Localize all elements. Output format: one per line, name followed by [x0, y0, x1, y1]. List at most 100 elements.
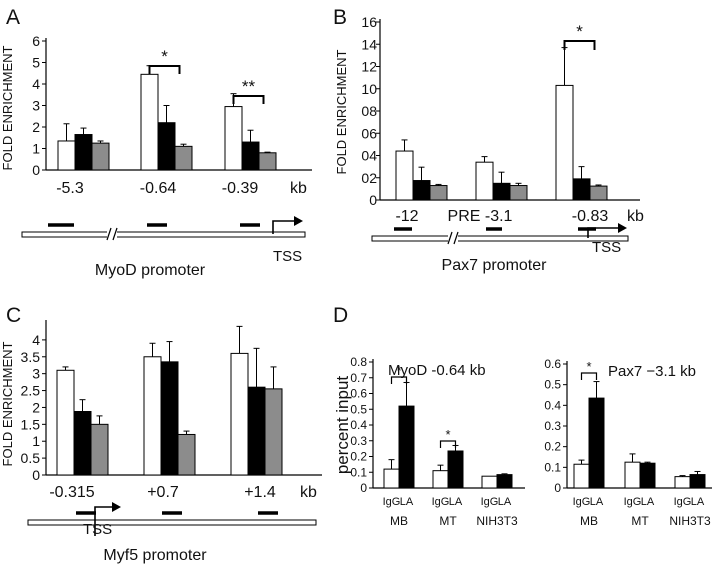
bar-b-grey-1	[509, 185, 528, 201]
y-tick-label-d1: 0.3	[350, 434, 367, 448]
y-tick-label-a: 3	[32, 98, 40, 114]
category-label-d2: MB	[580, 514, 598, 528]
category-label-d1: MB	[390, 514, 408, 528]
bar-d1-IgG-2	[481, 475, 498, 489]
y-tick-label-d2: 0.5	[544, 378, 561, 392]
y-tick-label-b: 06	[361, 125, 377, 141]
break-mark-b	[453, 231, 459, 245]
bar-c-white-0	[56, 369, 75, 476]
y-tick-label-b: 04	[361, 148, 377, 164]
y-tick-label-d2: 0.3	[544, 419, 561, 433]
bar-b-white-1	[475, 161, 494, 201]
category-label-b: PRE -3.1	[448, 208, 513, 225]
tss-arrowhead-c	[112, 502, 121, 512]
bar-d2-IgG-2	[674, 476, 691, 489]
significance-bracket-b	[563, 40, 596, 50]
bar-label-d1: LA	[449, 496, 463, 508]
y-tick-label-c: 0.5	[21, 450, 41, 466]
y-tick-label-a: 5	[32, 55, 40, 71]
y-tick-label-c: 0	[32, 467, 40, 483]
bar-d2-IgG-0	[573, 463, 590, 489]
panel-title-d2: Pax7 −3.1 kb	[608, 363, 696, 380]
bar-d2-LA-2	[689, 474, 706, 489]
y-tick-label-d1: 0.8	[350, 355, 367, 369]
significance-bracket-d1	[439, 440, 457, 448]
panel-title-d1: MyoD -0.64 kb	[388, 362, 486, 379]
bar-d2-LA-1	[639, 462, 656, 489]
promoter-line-a	[21, 231, 306, 238]
category-label-d2: NIH3T3	[669, 514, 711, 528]
y-tick-label-a: 1	[32, 141, 40, 157]
promoter-line-b	[371, 235, 629, 242]
bar-d2-LA-0	[588, 397, 605, 489]
panel-letter-c: C	[6, 304, 21, 327]
significance-label-a: *	[161, 47, 168, 66]
significance-label-d2: *	[586, 359, 591, 374]
unit-label-a: kb	[290, 180, 307, 197]
y-tick-label-d1: 0.2	[350, 450, 367, 464]
bar-a-white-0	[57, 140, 76, 171]
panel-letter-d: D	[333, 304, 348, 327]
y-tick-label-b: 0	[369, 192, 377, 208]
bar-b-black-0	[412, 180, 431, 201]
bar-label-d2: LA	[641, 496, 655, 508]
y-tick-label-d1: 0.5	[350, 402, 367, 416]
y-axis-title-b: FOLD ENRICHMENT	[334, 49, 349, 174]
significance-bracket-d1	[390, 376, 408, 384]
y-tick-label-d2: 0.1	[544, 460, 561, 474]
tss-arrow-b	[587, 227, 621, 238]
y-tick-label-c: 1	[32, 433, 40, 449]
tss-label-c: TSS	[83, 521, 112, 538]
bar-label-d1: LA	[400, 496, 414, 508]
y-tick-label-c: 1.5	[21, 416, 41, 432]
category-label-a: -5.3	[56, 180, 84, 197]
y-tick-label-b: 08	[361, 103, 377, 119]
category-label-c: +1.4	[244, 484, 276, 501]
break-mark-b	[447, 231, 453, 245]
category-label-d2: MT	[631, 514, 649, 528]
y-tick-label-d2: 0.6	[544, 357, 561, 371]
bar-a-white-2	[224, 106, 243, 171]
bar-c-grey-2	[264, 388, 283, 476]
y-tick-label-c: 2	[32, 399, 40, 415]
y-axis-title-d1: percent input	[333, 376, 352, 475]
bar-label-d2: IgG	[624, 496, 642, 508]
y-tick-label-b: 02	[361, 170, 377, 186]
significance-label-a: **	[242, 77, 256, 96]
y-tick-label-d1: 0.1	[350, 465, 367, 479]
tss-arrow-a	[272, 220, 297, 234]
y-axis-title-a: FOLD ENRICHMENT	[0, 45, 15, 170]
bar-b-black-1	[492, 182, 511, 201]
y-tick-label-c: 3.5	[21, 349, 41, 365]
bar-b-white-0	[395, 150, 414, 201]
category-label-c: -0.315	[49, 484, 94, 501]
category-label-d1: MT	[439, 514, 457, 528]
bar-a-grey-2	[258, 152, 277, 171]
promoter-line-c	[27, 519, 317, 526]
category-label-c: +0.7	[147, 484, 179, 501]
bar-d1-IgG-0	[383, 468, 400, 489]
y-tick-label-c: 2.5	[21, 383, 41, 399]
y-tick-label-b: 12	[361, 59, 377, 75]
bar-a-black-0	[74, 134, 93, 171]
y-tick-label-d1: 0	[360, 481, 367, 495]
unit-label-c: kb	[300, 484, 317, 501]
bar-d1-LA-0	[398, 405, 415, 489]
y-tick-label-a: 2	[32, 119, 40, 135]
break-gap-a	[107, 228, 117, 241]
category-label-b: -0.83	[572, 208, 609, 225]
bar-c-white-2	[230, 352, 249, 476]
y-tick-label-b: 14	[361, 36, 377, 52]
category-label-d1: NIH3T3	[476, 514, 518, 528]
bar-label-d1: IgG	[481, 496, 499, 508]
significance-label-d1: *	[445, 427, 450, 442]
bar-c-grey-0	[90, 423, 109, 476]
promoter-label-a: MyoD promoter	[95, 262, 206, 279]
significance-label-b: *	[576, 22, 583, 41]
significance-bracket-d2	[580, 372, 598, 380]
promoter-label-b: Pax7 promoter	[442, 257, 548, 274]
panel-letter-b: B	[333, 6, 347, 29]
unit-label-b: kb	[627, 208, 644, 225]
significance-bracket-a	[232, 95, 265, 104]
bar-c-black-0	[73, 410, 92, 476]
